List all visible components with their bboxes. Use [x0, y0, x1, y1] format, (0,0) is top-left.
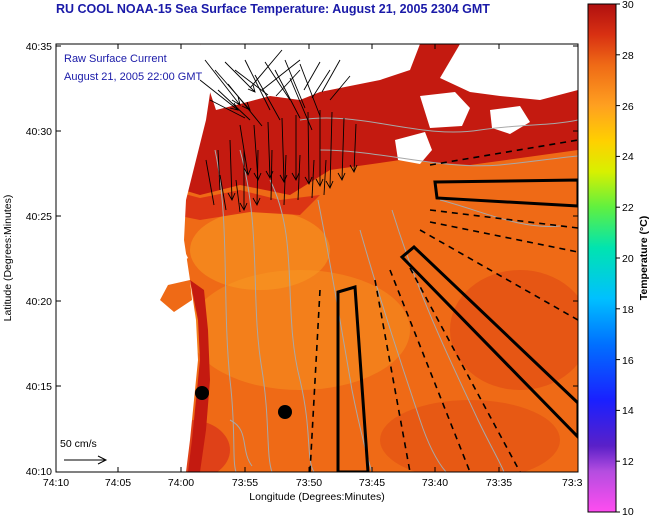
y-tick-label: 40:20: [26, 296, 52, 308]
sst-coastal-strip: [188, 280, 210, 472]
x-tick-label: 73:40: [422, 477, 448, 489]
x-tick-labels: 74:10 74:05 74:00 73:55 73:50 73:45 73:4…: [43, 477, 583, 489]
colorbar-tick-label: 18: [622, 304, 634, 316]
colorbar: [587, 3, 617, 513]
study-transect-box-south: [336, 285, 370, 472]
colorbar-tick-label: 30: [622, 0, 634, 11]
vector-scale-arrow: [64, 455, 108, 465]
map-plot-area: Raw Surface Current August 21, 2005 22:0…: [56, 44, 578, 472]
vector-scale-label: 50 cm/s: [60, 438, 97, 450]
x-axis-label: Longitude (Degrees:Minutes): [249, 491, 384, 503]
y-tick-label: 40:25: [26, 211, 52, 223]
colorbar-label: Temperature (°C): [638, 216, 650, 301]
colorbar-tick-label: 10: [622, 506, 634, 518]
cloud-mask: [420, 92, 470, 128]
y-tick-label: 40:35: [26, 41, 52, 53]
x-tick-label: 73:45: [359, 477, 385, 489]
sst-offshore-patch: [160, 280, 192, 312]
colorbar-tick-label: 12: [622, 456, 634, 468]
x-tick-label: 74:10: [43, 477, 69, 489]
study-transect-box-east: [433, 178, 578, 208]
colorbar-tick-marks: [616, 3, 620, 513]
land-new-jersey: [56, 44, 212, 472]
plot-frame: [55, 43, 579, 473]
colorbar-tick-label: 26: [622, 101, 634, 113]
y-tick-label: 40:30: [26, 126, 52, 138]
sst-red-patch-south: [380, 400, 560, 472]
y-tick-labels: 40:35 40:30 40:25 40:20 40:15 40:10: [26, 41, 52, 478]
land-long-island: [200, 44, 420, 110]
colorbar-tick-label: 24: [622, 151, 634, 163]
colorbar-tick-label: 28: [622, 50, 634, 62]
station-marker: [195, 386, 209, 400]
study-transect-box-southeast: [399, 244, 578, 440]
legend-line-1: Raw Surface Current: [64, 53, 167, 65]
colorbar-tick-label: 14: [622, 405, 634, 417]
map-title: RU COOL NOAA-15 Sea Surface Temperature:…: [56, 2, 490, 16]
x-tick-label: 74:05: [105, 477, 131, 489]
x-tick-label: 74:00: [168, 477, 194, 489]
sst-warm-orange-patch-2: [190, 210, 330, 290]
x-tick-label: 73:3: [562, 477, 583, 489]
sst-red-patch-east: [450, 270, 578, 390]
legend-line-2: August 21, 2005 22:00 GMT: [64, 71, 202, 83]
y-axis-label: Latitude (Degrees:Minutes): [2, 195, 14, 322]
colorbar-tick-label: 20: [622, 253, 634, 265]
colorbar-tick-label: 16: [622, 355, 634, 367]
x-tick-marks: [117, 44, 500, 472]
y-tick-label: 40:15: [26, 381, 52, 393]
y-tick-marks: [56, 45, 578, 387]
colorbar-tick-labels: 30 28 26 24 22 20 18 16 14 12 10: [622, 0, 634, 518]
cloud-mask: [56, 102, 92, 134]
radial-dashed-lines: [309, 139, 578, 472]
land-northeast: [440, 44, 578, 100]
cloud-mask: [150, 238, 188, 270]
study-area-boxes: [336, 178, 578, 472]
y-tick-label: 40:10: [26, 466, 52, 478]
station-marker: [278, 405, 292, 419]
x-tick-label: 73:55: [232, 477, 258, 489]
x-tick-label: 73:35: [486, 477, 512, 489]
colorbar-tick-label: 22: [622, 202, 634, 214]
surface-current-vectors: [199, 49, 358, 213]
cloud-mask: [490, 106, 530, 134]
cloud-mask: [395, 132, 432, 164]
x-tick-label: 73:50: [296, 477, 322, 489]
